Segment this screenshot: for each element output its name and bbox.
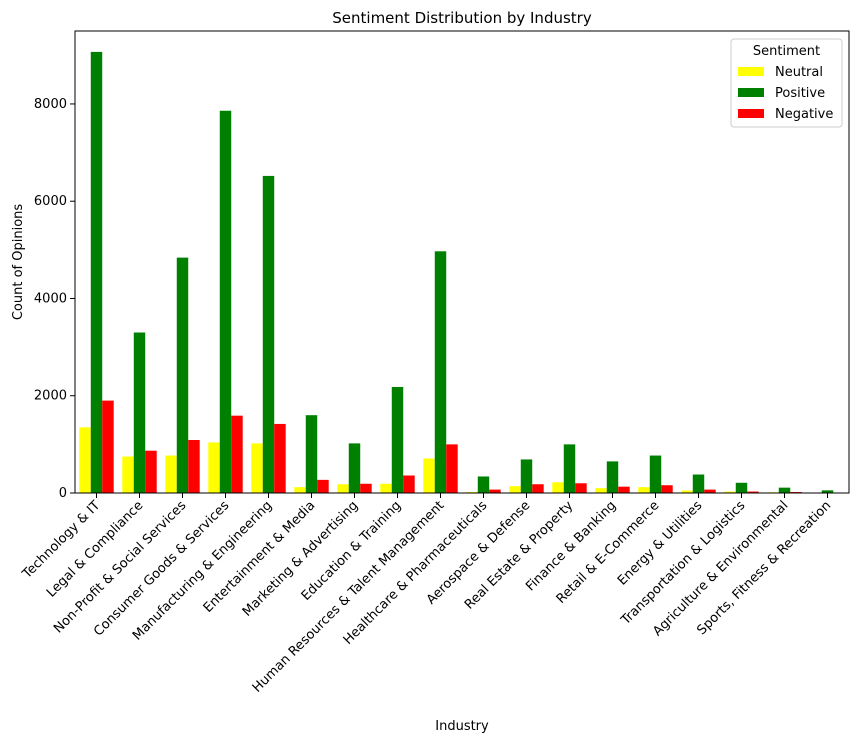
bar-negative-5 [317, 480, 328, 493]
legend-label-neutral: Neutral [775, 65, 823, 80]
y-tick-label: 2000 [34, 389, 67, 404]
bar-negative-9 [489, 490, 500, 493]
bar-negative-3 [231, 416, 242, 493]
y-axis-ticks: 0 2000 4000 6000 8000 [34, 97, 75, 501]
legend-title: Sentiment [753, 44, 820, 59]
bar-neutral-6 [337, 484, 348, 493]
bar-negative-6 [360, 484, 371, 493]
bar-positive-6 [349, 443, 360, 493]
legend-swatch-negative [738, 109, 764, 118]
bar-neutral-2 [165, 456, 176, 493]
bar-positive-1 [134, 333, 145, 493]
bar-negative-10 [532, 484, 543, 493]
bar-negative-11 [575, 483, 586, 493]
bar-positive-14 [693, 475, 704, 493]
bar-positive-4 [263, 176, 274, 493]
bar-negative-0 [102, 401, 113, 493]
bars-group [79, 52, 844, 493]
legend-label-negative: Negative [775, 107, 833, 122]
legend-swatch-neutral [738, 67, 764, 76]
y-tick-label: 4000 [34, 291, 67, 306]
bar-neutral-4 [251, 443, 262, 493]
chart-title: Sentiment Distribution by Industry [332, 9, 592, 27]
y-tick-label: 6000 [34, 194, 67, 209]
bar-neutral-11 [552, 482, 563, 493]
bar-negative-1 [145, 451, 156, 493]
bar-negative-7 [403, 475, 414, 493]
bar-positive-16 [779, 488, 790, 493]
bar-positive-2 [177, 258, 188, 493]
bar-neutral-5 [294, 487, 305, 493]
legend: Sentiment Neutral Positive Negative [731, 39, 842, 127]
bar-neutral-0 [79, 427, 90, 493]
y-axis-label: Count of Opinions [11, 204, 26, 321]
bar-positive-15 [736, 483, 747, 493]
bar-neutral-1 [122, 457, 133, 493]
bar-negative-8 [446, 444, 457, 493]
bar-negative-14 [704, 490, 715, 493]
legend-entries: Neutral Positive Negative [738, 65, 833, 122]
x-tick-label: Technology & IT [19, 498, 103, 582]
bar-positive-11 [564, 444, 575, 493]
bar-neutral-7 [380, 484, 391, 493]
x-axis-label: Industry [435, 719, 489, 734]
legend-label-positive: Positive [775, 86, 825, 101]
bar-positive-7 [392, 387, 403, 493]
bar-positive-0 [91, 52, 102, 493]
bar-negative-13 [661, 485, 672, 493]
y-tick-label: 8000 [34, 97, 67, 112]
bar-negative-2 [188, 440, 199, 493]
bar-neutral-3 [208, 442, 219, 493]
bar-neutral-8 [423, 458, 434, 493]
bar-positive-10 [521, 459, 532, 493]
bar-neutral-13 [638, 487, 649, 493]
bar-positive-9 [478, 476, 489, 493]
bar-positive-3 [220, 111, 231, 493]
bar-positive-12 [607, 461, 618, 493]
bar-positive-5 [306, 415, 317, 493]
bar-positive-13 [650, 456, 661, 493]
bar-positive-8 [435, 251, 446, 493]
bar-negative-4 [274, 424, 285, 493]
legend-swatch-positive [738, 88, 764, 97]
bar-neutral-12 [595, 488, 606, 493]
bar-neutral-10 [509, 486, 520, 493]
y-tick-label: 0 [59, 486, 67, 501]
bar-negative-12 [618, 487, 629, 493]
